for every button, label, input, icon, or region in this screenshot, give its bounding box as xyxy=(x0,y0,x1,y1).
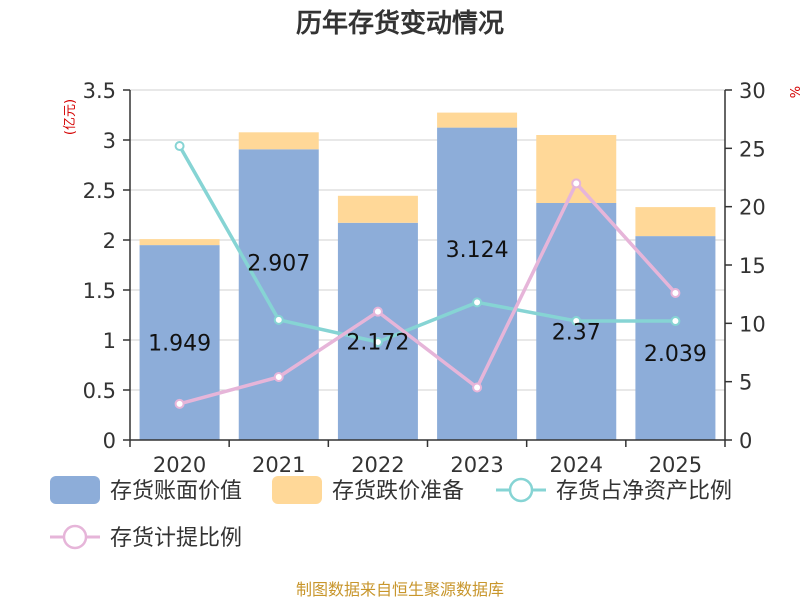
data-labels: 1.949 2.907 2.172 3.124 2.37 2.039 xyxy=(148,238,707,367)
chart-title: 历年存货变动情况 xyxy=(296,8,504,39)
legend-label: 存货账面价值 xyxy=(110,479,242,504)
line-point xyxy=(174,141,185,151)
legend-item: 存货跌价准备 xyxy=(272,476,464,504)
line-net-asset-ratio xyxy=(178,145,676,344)
bar-impairment xyxy=(437,112,518,128)
line-point xyxy=(670,288,681,298)
bar-impairment xyxy=(238,132,319,150)
bar-book-value xyxy=(635,236,716,440)
x-tick-label: 2023 xyxy=(450,453,503,477)
x-tick-label: 2021 xyxy=(252,453,305,477)
left-tick-label: 1 xyxy=(103,329,116,353)
left-tick-label: 3 xyxy=(103,129,116,153)
left-tick-label: 0 xyxy=(103,429,116,453)
x-tick-label: 2020 xyxy=(153,453,206,477)
line-point xyxy=(372,306,383,317)
right-tick-label: 20 xyxy=(739,196,766,220)
bar-value-label: 2.37 xyxy=(552,321,601,346)
legend-swatch-marker xyxy=(62,524,88,550)
legend-item: 存货计提比例 xyxy=(50,524,242,551)
bar-value-label: 2.907 xyxy=(247,252,310,277)
x-tick-label: 2025 xyxy=(649,453,702,477)
bar-value-label: 2.172 xyxy=(346,330,409,355)
left-tick-label: 2 xyxy=(103,229,116,253)
bar-impairment xyxy=(139,239,220,246)
bar-value-label: 3.124 xyxy=(446,238,509,263)
bar-book-value xyxy=(437,127,518,440)
right-tick-label: 15 xyxy=(739,254,766,278)
line-point xyxy=(571,316,582,326)
legend-label: 存货占净资产比例 xyxy=(556,479,732,504)
series-lines xyxy=(174,141,681,409)
line-provision-ratio xyxy=(179,181,677,406)
legend-item: 存货账面价值 xyxy=(50,476,242,504)
bar-impairment xyxy=(635,207,716,237)
left-tick-label: 3.5 xyxy=(83,79,116,103)
bar-impairment xyxy=(337,195,418,223)
bar-value-label: 1.949 xyxy=(148,332,211,357)
left-tick-label: 1.5 xyxy=(83,279,116,303)
x-tick-label: 2024 xyxy=(550,453,603,477)
legend-item: 存货占净资产比例 xyxy=(496,477,732,504)
left-tick-label: 2.5 xyxy=(83,179,116,203)
right-tick-label: 25 xyxy=(739,137,766,161)
line-point xyxy=(372,337,383,347)
legend-swatch-marker xyxy=(508,477,534,503)
gridlines xyxy=(130,89,725,391)
left-tick-label: 0.5 xyxy=(83,379,116,403)
legend-swatch xyxy=(50,476,100,504)
right-tick-label: 30 xyxy=(739,79,766,103)
line-point xyxy=(571,178,582,189)
bar-book-value xyxy=(238,149,319,441)
right-tick-label: 5 xyxy=(739,371,752,395)
line-point xyxy=(472,382,483,393)
right-axis-unit: % xyxy=(789,86,800,98)
line-point xyxy=(273,372,284,382)
right-tick-label: 0 xyxy=(739,429,752,453)
bar-impairment xyxy=(536,135,617,203)
line-point xyxy=(273,314,284,325)
line-point xyxy=(670,316,681,326)
line-point xyxy=(174,398,185,409)
legend-swatch xyxy=(272,476,322,504)
bar-value-label: 2.039 xyxy=(644,342,707,367)
x-tick-label: 2022 xyxy=(351,453,404,477)
source-note: 制图数据来自恒生聚源数据库 xyxy=(296,580,504,599)
line-point xyxy=(472,297,483,308)
legend-label: 存货跌价准备 xyxy=(332,479,464,504)
left-axis-unit: (亿元) xyxy=(63,99,78,135)
right-tick-label: 10 xyxy=(739,312,766,336)
legend-label: 存货计提比例 xyxy=(110,526,242,551)
